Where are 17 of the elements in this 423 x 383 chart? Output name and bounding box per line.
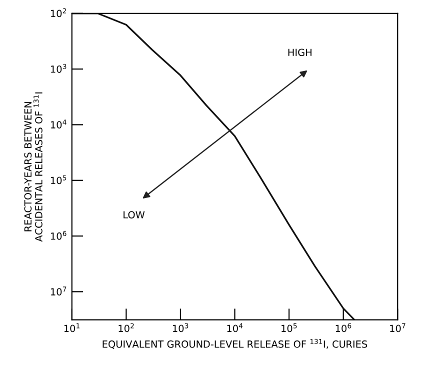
- y-tick-label: 10$^{6}$: [51, 230, 66, 240]
- annotation: LOW: [124, 211, 145, 218]
- y-tick-label: 10$^{3}$: [51, 64, 66, 73]
- y-tick-label: 10$^{4}$: [51, 120, 66, 128]
- y-tick-label: 10$^{5}$: [51, 175, 66, 184]
- x-tick-label: 10$^{6}$: [336, 323, 352, 332]
- y-tick-label: 10$^{2}$: [51, 8, 66, 18]
- x-tick-label: 10$^{1}$: [64, 323, 80, 332]
- y-axis-title: REACTOR-YEARS BETWEEN ACCIDENTAL RELEASES OF $^{131}$I: [24, 92, 42, 242]
- annotation: HIGH: [288, 48, 312, 56]
- x-axis-title: EQUIVALENT GROUND-LEVEL RELEASE OF $^{131}$I, CURIES: [102, 338, 368, 349]
- y-tick-label: 10$^{7}$: [51, 286, 66, 296]
- x-tick-label: 10$^{5}$: [282, 323, 297, 332]
- x-tick-label: 10$^{7}$: [390, 323, 406, 332]
- x-tick-label: 10$^{4}$: [227, 323, 243, 332]
- x-tick-label: 10$^{3}$: [172, 323, 188, 332]
- x-tick-label: 10$^{2}$: [118, 323, 134, 332]
